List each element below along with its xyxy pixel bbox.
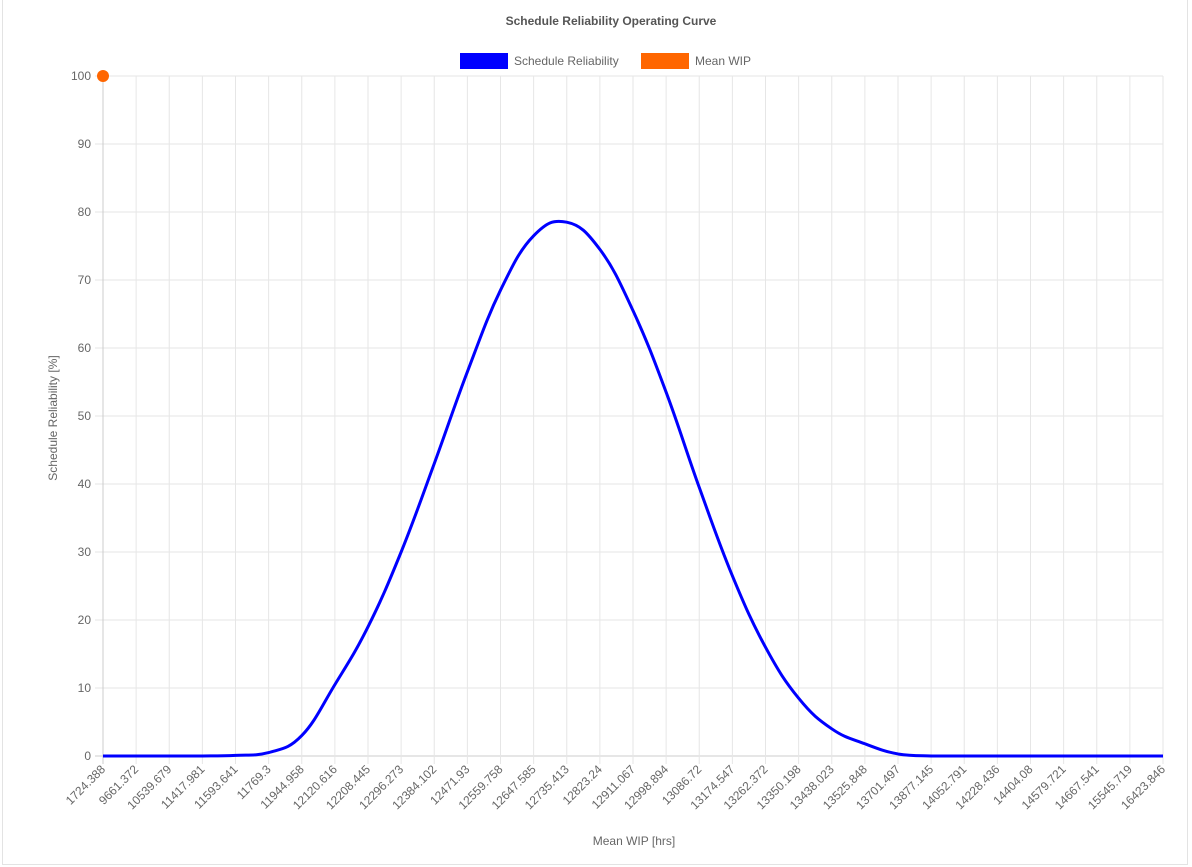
y-tick-label: 60 [78, 341, 92, 355]
mean-wip-point[interactable] [97, 70, 109, 82]
y-tick-label: 100 [71, 69, 91, 83]
y-tick-label: 20 [78, 613, 92, 627]
y-tick-label: 80 [78, 205, 92, 219]
legend-item-mean-wip[interactable]: Mean WIP [641, 53, 751, 69]
y-axis-label: Schedule Reliability [%] [46, 355, 60, 480]
grid [95, 75, 1164, 764]
y-tick-label: 10 [78, 681, 92, 695]
legend-swatch-schedule-reliability [460, 53, 508, 69]
chart-svg: Schedule Reliability Operating Curve Sch… [46, 14, 1169, 848]
x-axis-label: Mean WIP [hrs] [593, 834, 675, 848]
series-line-schedule-reliability [102, 219, 1163, 758]
y-tick-label: 90 [78, 137, 92, 151]
legend-swatch-mean-wip [641, 53, 689, 69]
y-tick-label: 70 [78, 273, 92, 287]
y-tick-label: 40 [78, 477, 92, 491]
legend: Schedule Reliability Mean WIP [460, 53, 751, 69]
series-layer [97, 70, 1163, 758]
x-axis-ticks: 1724.3889661.37210539.67911417.98111593.… [63, 762, 1169, 812]
y-tick-label: 0 [84, 749, 91, 763]
legend-item-schedule-reliability[interactable]: Schedule Reliability [460, 53, 619, 69]
y-tick-label: 50 [78, 409, 92, 423]
y-tick-label: 30 [78, 545, 92, 559]
y-axis-ticks: 0 10 20 30 40 50 60 70 80 90 100 [71, 69, 91, 763]
legend-label-schedule-reliability: Schedule Reliability [514, 54, 619, 68]
legend-label-mean-wip: Mean WIP [695, 54, 751, 68]
chart-title: Schedule Reliability Operating Curve [506, 14, 717, 28]
